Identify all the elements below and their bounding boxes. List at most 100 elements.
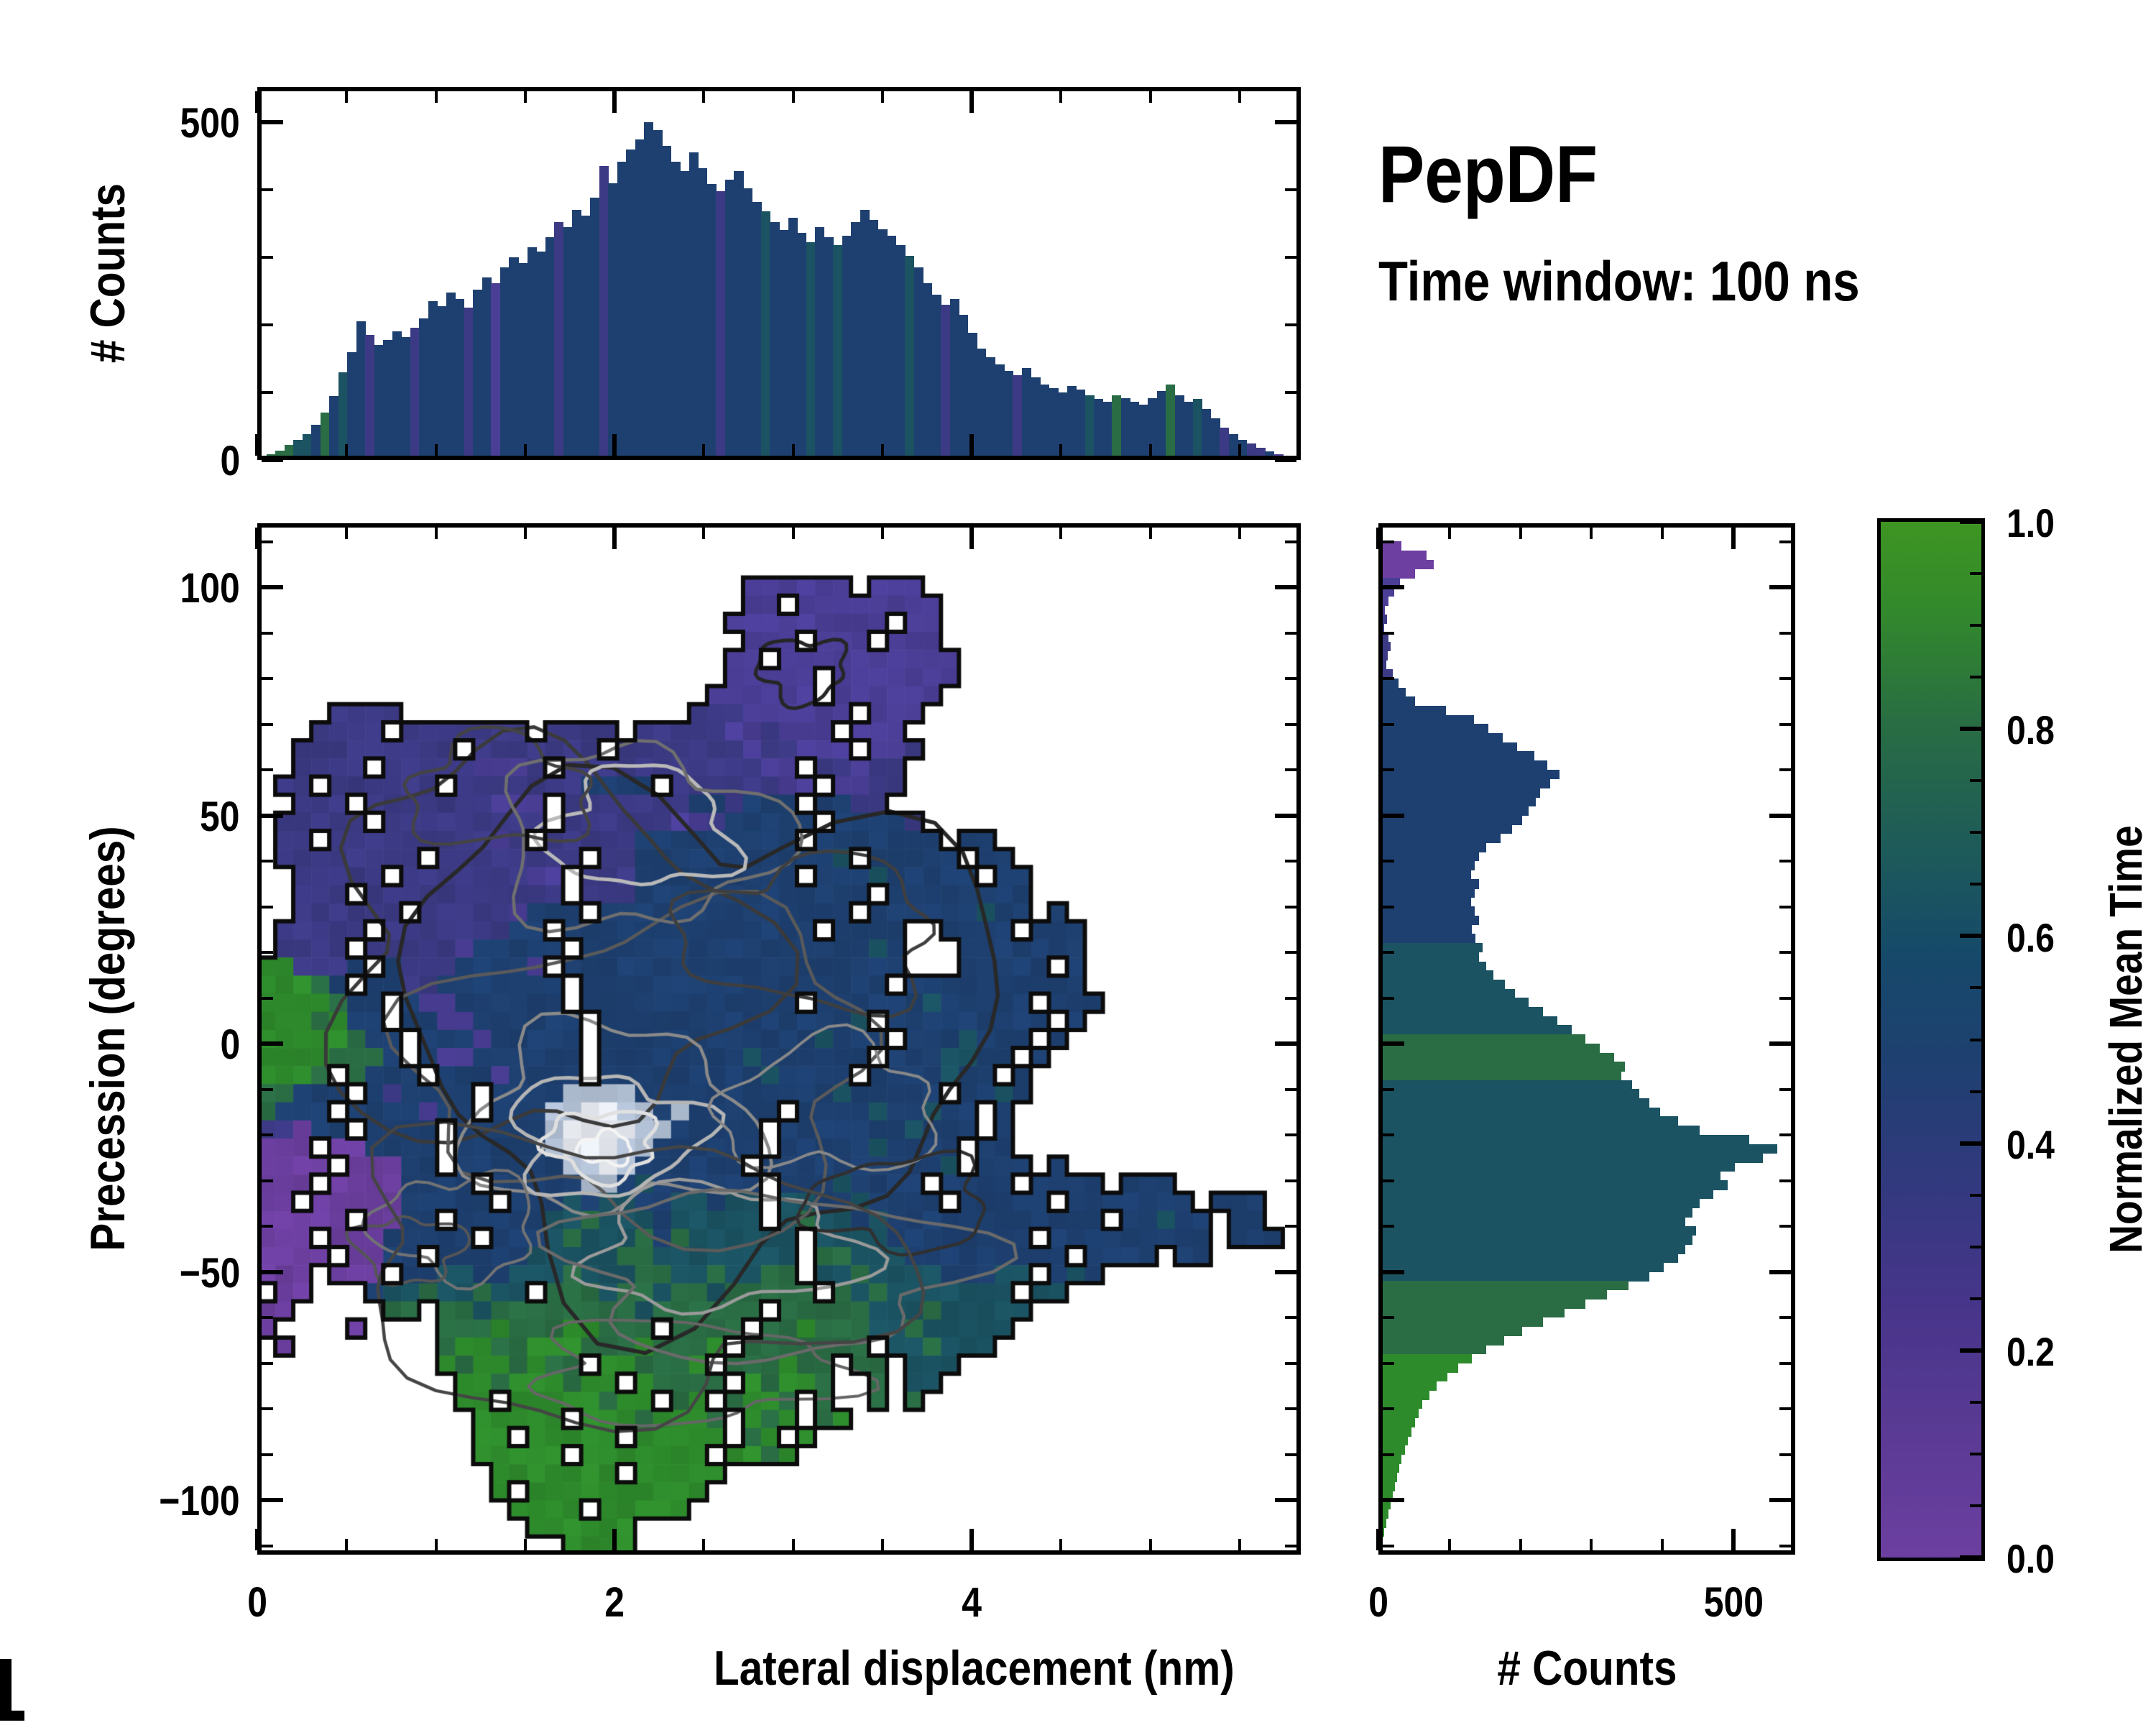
right-hist-bar xyxy=(1378,824,1512,834)
axis-tick xyxy=(612,1529,617,1550)
right-hist-bar xyxy=(1378,1326,1522,1336)
axis-tick xyxy=(1769,1041,1791,1046)
axis-tick xyxy=(1285,1361,1296,1365)
axis-tick xyxy=(1970,1297,1981,1300)
axis-tick xyxy=(1285,677,1296,680)
right-hist-bar xyxy=(1378,815,1522,825)
right-hist-bar xyxy=(1378,1034,1586,1044)
top-hist-bar xyxy=(877,229,888,460)
top-hist-bar xyxy=(742,188,753,460)
axis-tick xyxy=(255,1529,259,1550)
top-hist-bar xyxy=(410,327,420,460)
axis-tick xyxy=(1383,540,1394,543)
axis-tick xyxy=(1285,1225,1296,1228)
top-hist-bar xyxy=(374,345,384,460)
axis-tick xyxy=(1383,1269,1404,1274)
axis-tick xyxy=(523,444,527,456)
right-hist-bar xyxy=(1378,916,1480,926)
top-hist-bar xyxy=(995,364,1005,460)
axis-tick xyxy=(262,631,273,635)
axis-tick xyxy=(1383,1453,1394,1456)
top-hist-bar xyxy=(959,314,969,460)
axis-tick xyxy=(1285,540,1296,543)
colorbar-tick-label: 0.6 xyxy=(2007,914,2055,960)
axis-tick xyxy=(1383,996,1394,1000)
top-hist-bar xyxy=(1156,391,1166,460)
axis-tick xyxy=(1970,1400,1981,1404)
axis-tick xyxy=(969,1529,974,1550)
top-hist-bar xyxy=(1256,448,1266,460)
axis-tick xyxy=(1779,540,1791,543)
axis-tick xyxy=(1383,1225,1394,1228)
axis-tick xyxy=(345,444,349,456)
right-hist-bar xyxy=(1378,1217,1685,1227)
axis-tick xyxy=(791,1539,795,1550)
tick-label: 4 xyxy=(962,1579,982,1626)
axis-tick xyxy=(1960,1555,1981,1560)
right-hist-bar xyxy=(1378,1190,1714,1200)
axis-tick xyxy=(262,323,273,326)
right-hist-bar xyxy=(1378,1153,1764,1163)
axis-tick xyxy=(791,528,795,539)
axis-tick xyxy=(262,1453,273,1456)
axis-tick xyxy=(523,1539,527,1550)
axis-tick xyxy=(1383,631,1394,635)
top-hist-bar xyxy=(545,236,555,460)
axis-tick xyxy=(1285,996,1296,1000)
axis-tick xyxy=(1661,528,1664,539)
axis-tick xyxy=(702,1539,706,1550)
right-hist-bar xyxy=(1378,1043,1600,1054)
right-hist-bar xyxy=(1378,1235,1692,1245)
top-hist-bar xyxy=(401,336,411,460)
right-hist-bar xyxy=(1378,559,1434,570)
top-hist-bar xyxy=(293,439,303,460)
axis-tick xyxy=(1238,528,1241,539)
axis-tick xyxy=(262,120,283,124)
right-hist-bar xyxy=(1378,870,1472,880)
top-hist-bar xyxy=(419,318,429,460)
right-hist-bar xyxy=(1378,1463,1399,1473)
axis-tick xyxy=(1376,1529,1381,1550)
top-hist-bar xyxy=(895,245,906,460)
right-hist-bar xyxy=(1378,879,1480,889)
axis-tick xyxy=(1779,905,1791,908)
axis-tick xyxy=(255,434,259,456)
axis-tick xyxy=(880,444,884,456)
top-hist-bar xyxy=(464,307,474,460)
axis-tick xyxy=(1960,934,1981,939)
top-hist-bar xyxy=(815,226,825,460)
top-hist-bar xyxy=(869,220,879,460)
axis-tick xyxy=(1383,951,1394,954)
axis-tick xyxy=(1238,444,1241,456)
axis-tick xyxy=(345,1539,349,1550)
top-hist-bar xyxy=(752,201,762,460)
right-hist-bar xyxy=(1378,742,1517,753)
top-hist-bar xyxy=(1067,385,1077,460)
axis-tick xyxy=(262,585,283,589)
top-hist-bar xyxy=(1174,395,1184,460)
axis-tick xyxy=(1779,1179,1791,1182)
axis-tick xyxy=(1779,1087,1791,1091)
right-hist-bar xyxy=(1378,1408,1419,1419)
axis-tick xyxy=(1779,631,1791,635)
axis-tick xyxy=(1285,722,1296,726)
right-hist-bar xyxy=(1378,687,1406,697)
top-hist-bar xyxy=(311,425,321,460)
right-hist-bar xyxy=(1378,1198,1700,1209)
top-hist-bar xyxy=(1112,395,1122,460)
axis-tick xyxy=(1779,1225,1791,1228)
axis-tick xyxy=(1383,768,1394,771)
right-hist-bar xyxy=(1378,1171,1721,1181)
axis-tick xyxy=(1779,677,1791,680)
axis-tick xyxy=(1383,1087,1394,1091)
axis-tick xyxy=(262,813,283,818)
axis-tick xyxy=(1059,444,1063,456)
axis-tick xyxy=(255,528,259,549)
top-hist-bar xyxy=(644,122,654,460)
axis-tick xyxy=(1779,1407,1791,1410)
top-hist-bar xyxy=(1246,443,1256,460)
top-hist-bar xyxy=(1040,384,1050,460)
tick-label: −100 xyxy=(159,1478,240,1525)
axis-tick xyxy=(1779,1361,1791,1365)
axis-tick xyxy=(1970,1245,1981,1248)
